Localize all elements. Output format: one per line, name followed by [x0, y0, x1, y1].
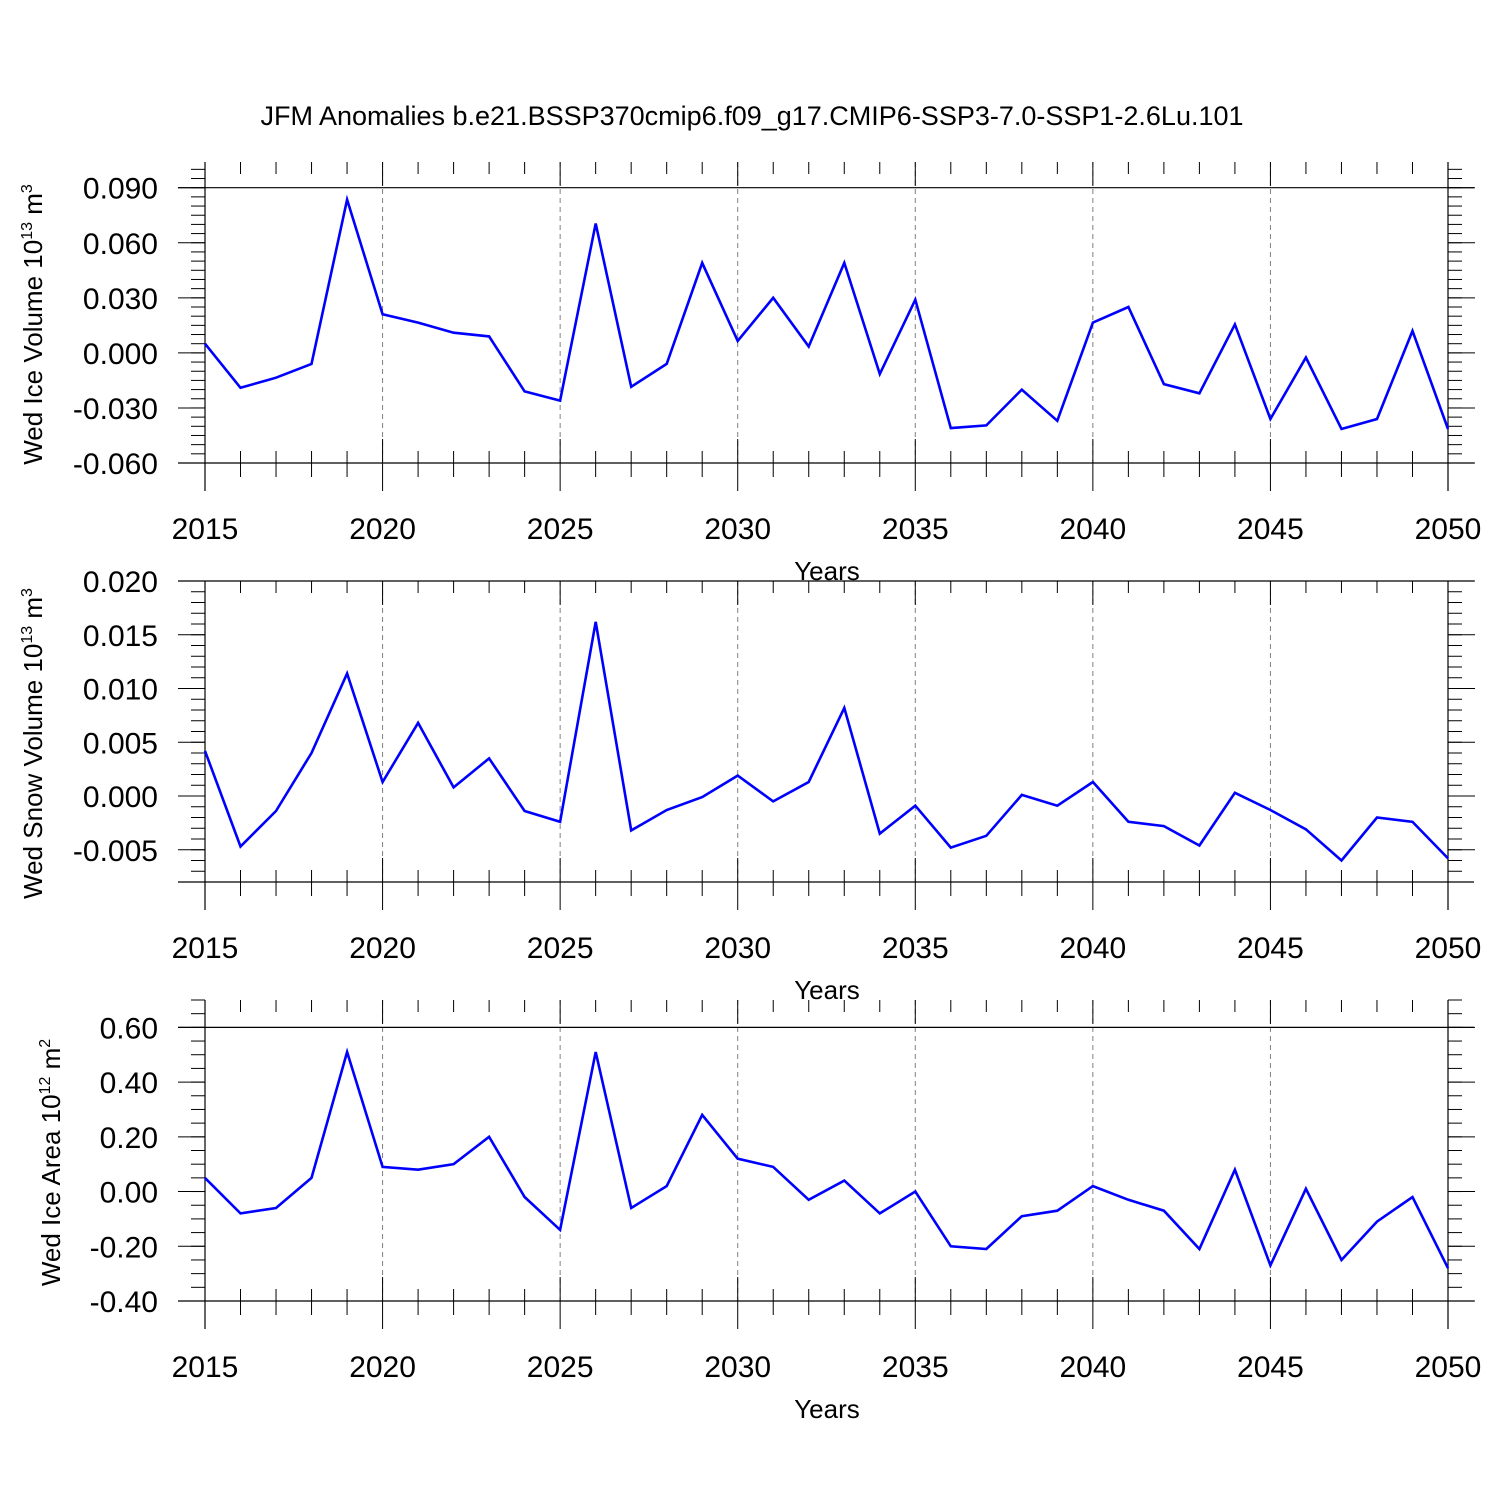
y-axis-label: Wed Ice Volume 1013 m3: [18, 184, 48, 465]
y-tick-label: 0.015: [83, 620, 158, 653]
x-tick-label: 2030: [704, 932, 771, 965]
y-tick-label: 0.020: [83, 566, 158, 599]
y-axis-label: Wed Ice Area 1012 m2: [36, 1039, 66, 1286]
x-tick-label: 2025: [527, 513, 594, 546]
x-tick-label: 2045: [1237, 513, 1304, 546]
x-tick-label: 2015: [172, 513, 239, 546]
y-tick-label: -0.40: [90, 1286, 158, 1319]
series-line: [203, 621, 1449, 863]
y-tick-label: 0.40: [100, 1067, 158, 1100]
panel-ice-volume: -0.060 -0.030 0.000 0.030 0.060 0.090 2015 2020…: [18, 162, 1481, 586]
y-tick-label: -0.030: [73, 393, 158, 426]
y-tick-label: 0.090: [83, 173, 158, 206]
y-tick-label: 0.000: [83, 781, 158, 814]
x-tick-label: 2040: [1059, 932, 1126, 965]
x-tick-label: 2035: [882, 513, 949, 546]
x-tick-label: 2015: [172, 932, 239, 965]
x-tick-label: 2020: [349, 932, 416, 965]
x-tick-label: 2050: [1415, 513, 1482, 546]
series-line: [204, 1047, 1450, 1269]
x-axis-label: Years: [794, 1394, 860, 1424]
y-tick-label: 0.00: [100, 1177, 158, 1210]
y-tick-label: 0.030: [83, 283, 158, 316]
x-tick-label: 2040: [1059, 1351, 1126, 1384]
y-tick-label: -0.005: [73, 835, 158, 868]
y-tick-label: 0.005: [83, 727, 158, 760]
y-axis-label: Wed Snow Volume 1013 m3: [18, 588, 48, 899]
series-line: [203, 194, 1450, 431]
x-tick-label: 2015: [172, 1351, 239, 1384]
y-tick-label: 0.010: [83, 674, 158, 707]
x-tick-label: 2045: [1237, 1351, 1304, 1384]
x-tick-label: 2030: [704, 1351, 771, 1384]
x-axis-label: Years: [794, 975, 860, 1005]
x-tick-label: 2025: [527, 932, 594, 965]
x-tick-label: 2035: [882, 932, 949, 965]
x-tick-label: 2045: [1237, 932, 1304, 965]
x-tick-label: 2030: [704, 513, 771, 546]
y-tick-label: 0.000: [83, 338, 158, 371]
x-tick-label: 2020: [349, 1351, 416, 1384]
x-tick-label: 2040: [1059, 513, 1126, 546]
x-tick-label: 2050: [1415, 932, 1482, 965]
y-tick-label: -0.20: [90, 1231, 158, 1264]
x-tick-label: 2035: [882, 1351, 949, 1384]
y-tick-label: -0.060: [73, 448, 158, 481]
figure-title: JFM Anomalies b.e21.BSSP370cmip6.f09_g17…: [260, 101, 1243, 131]
x-tick-label: 2025: [527, 1351, 594, 1384]
y-tick-label: 0.60: [100, 1012, 158, 1045]
x-tick-label: 2050: [1415, 1351, 1482, 1384]
x-tick-label: 2020: [349, 513, 416, 546]
y-tick-label: 0.060: [83, 228, 158, 261]
panel-ice-area: -0.40 -0.20 0.00 0.20 0.40 0.60 2015 2020 2025 20…: [36, 999, 1482, 1424]
panel-snow-volume: -0.005 0.000 0.005 0.010 0.015 0.020 2015 2020 2…: [18, 566, 1481, 1005]
y-tick-label: 0.20: [100, 1122, 158, 1155]
